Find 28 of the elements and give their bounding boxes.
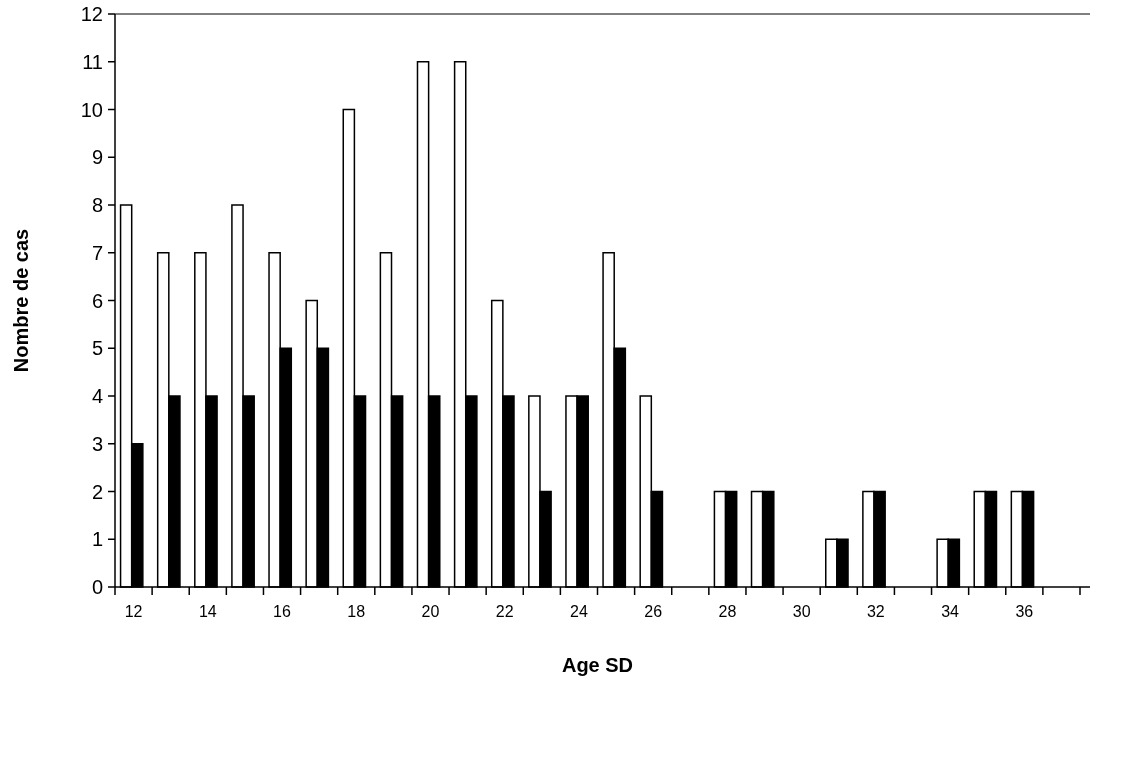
x-tick-label: 22	[495, 603, 514, 620]
x-tick-label: 34	[941, 603, 960, 620]
y-tick-label: 0	[91, 576, 103, 598]
x-tick-label: 26	[644, 603, 663, 620]
y-tick-label: 3	[91, 432, 103, 455]
x-tick-label: 14	[198, 603, 217, 620]
x-tick-label: 12	[124, 603, 143, 620]
y-tick-label: 10	[80, 98, 103, 121]
y-axis-title: Nombre de cas	[10, 228, 32, 373]
x-tick-label: 24	[570, 603, 588, 620]
x-axis-title: Age SD	[561, 654, 634, 676]
y-tick-label: 8	[91, 194, 103, 216]
x-tick-label: 18	[347, 603, 366, 620]
y-tick-label: 9	[91, 146, 103, 169]
y-tick-label: 7	[91, 241, 103, 264]
y-tick-label: 2	[91, 480, 103, 503]
y-tick-label: 4	[91, 385, 103, 407]
x-tick-label: 32	[866, 603, 885, 620]
y-tick-label: 5	[91, 337, 103, 360]
y-tick-label: 6	[91, 289, 103, 312]
y-tick-label: 12	[80, 3, 103, 25]
y-tick-label: 1	[91, 528, 103, 551]
x-tick-label: 30	[792, 603, 811, 620]
x-tick-label: 20	[421, 603, 440, 620]
y-tick-label: 11	[82, 50, 103, 73]
x-tick-label: 36	[1015, 603, 1034, 620]
x-tick-label: 16	[273, 603, 292, 620]
x-tick-label: 28	[718, 603, 737, 620]
